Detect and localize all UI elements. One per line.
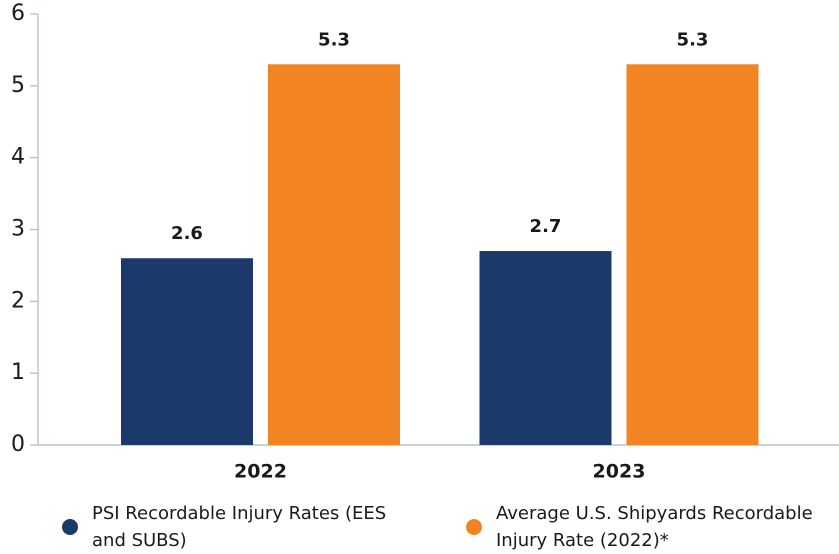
data-label: 2.7 [530,216,562,237]
x-tick-label: 2022 [234,461,287,483]
legend-label: Average U.S. Shipyards Recordable Injury… [496,503,813,551]
y-tick-label: 2 [11,288,25,313]
bar [479,251,612,445]
chart: 0 1 2 3 4 5 6 2022 2.6 5.3 2023 2.7 5.3 [11,1,839,483]
data-label: 2.6 [171,223,203,244]
data-label: 5.3 [677,29,709,50]
legend-label: PSI Recordable Injury Rates (EES and SUB… [92,503,387,551]
x-tick-label: 2023 [593,461,646,483]
legend-swatch [62,519,78,535]
bar [268,64,400,446]
legend-item: PSI Recordable Injury Rates (EES and SUB… [62,500,402,554]
legend-item: Average U.S. Shipyards Recordable Injury… [466,500,836,554]
bar [121,258,253,445]
y-tick-label: 5 [11,73,25,98]
y-tick-label: 3 [11,217,25,242]
y-tick-label: 1 [11,360,25,385]
y-tick-label: 0 [11,432,25,457]
y-tick-label: 6 [11,1,25,26]
y-tick-label: 4 [11,145,25,170]
data-label: 5.3 [318,29,350,50]
legend-swatch [466,519,482,535]
bar [626,64,759,446]
